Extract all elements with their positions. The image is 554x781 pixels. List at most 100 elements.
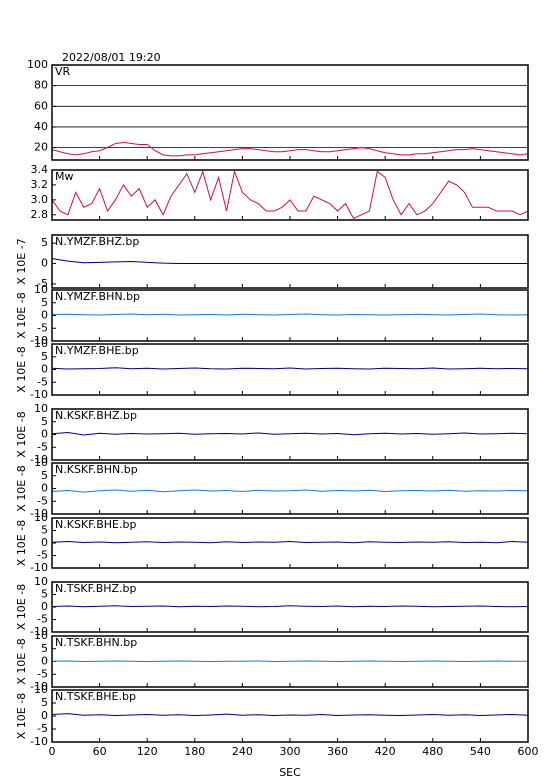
y-tick-label: -10 bbox=[30, 388, 48, 401]
y-tick-label: 10 bbox=[34, 402, 48, 415]
panel-frame bbox=[51, 289, 529, 342]
y-tick-label: 60 bbox=[34, 99, 48, 112]
y-tick-label: 0 bbox=[41, 709, 48, 722]
trace-line bbox=[51, 489, 529, 493]
trace-line bbox=[51, 367, 529, 370]
y-tick-label: 3.0 bbox=[31, 193, 49, 206]
trace-line bbox=[51, 713, 529, 716]
y-tick-label: 0 bbox=[41, 482, 48, 495]
trace-label: N.TSKF.BHN.bp bbox=[55, 636, 137, 649]
y-tick-label: 5 bbox=[41, 588, 48, 601]
y-tick-label: 5 bbox=[41, 696, 48, 709]
y-tick-label: -10 bbox=[30, 625, 48, 638]
y-tick-label: 0 bbox=[41, 428, 48, 441]
panel-frame bbox=[51, 64, 529, 161]
trace-label: N.YMZF.BHE.bp bbox=[55, 344, 139, 357]
x-tick-label: 180 bbox=[184, 745, 205, 758]
x-tick-label: 60 bbox=[93, 745, 107, 758]
x-tick-label: 540 bbox=[470, 745, 491, 758]
y-tick-label: -10 bbox=[30, 680, 48, 693]
y-tick-label: -10 bbox=[30, 735, 48, 748]
panel-frame bbox=[51, 517, 529, 569]
y-tick-label: 5 bbox=[41, 350, 48, 363]
y-axis-label: X 10E -8 bbox=[15, 465, 28, 511]
y-tick-label: -10 bbox=[30, 561, 48, 574]
y-tick-label: -5 bbox=[37, 277, 48, 290]
y-tick-label: 0 bbox=[41, 309, 48, 322]
y-tick-label: -5 bbox=[37, 667, 48, 680]
panel-frame bbox=[51, 169, 529, 221]
y-tick-label: 5 bbox=[41, 236, 48, 249]
y-axis-label: X 10E -8 bbox=[15, 584, 28, 630]
trace-line bbox=[51, 605, 529, 608]
x-tick-label: 600 bbox=[518, 745, 539, 758]
y-tick-label: -10 bbox=[30, 334, 48, 347]
y-tick-label: 10 bbox=[34, 683, 48, 696]
y-axis-label: X 10E -8 bbox=[15, 638, 28, 684]
y-tick-label: -5 bbox=[37, 613, 48, 626]
panel-frame bbox=[51, 635, 529, 688]
trace-line bbox=[51, 141, 529, 157]
trace-line bbox=[51, 431, 529, 436]
trace-line bbox=[51, 540, 529, 544]
trace-label: N.KSKF.BHE.bp bbox=[55, 518, 136, 531]
x-tick-label: 480 bbox=[422, 745, 443, 758]
y-tick-label: 10 bbox=[34, 456, 48, 469]
y-tick-label: 5 bbox=[41, 642, 48, 655]
panel-frame bbox=[51, 343, 529, 396]
y-tick-label: 0 bbox=[41, 600, 48, 613]
x-tick-label: 300 bbox=[280, 745, 301, 758]
trace-line bbox=[51, 660, 528, 663]
y-tick-label: 0 bbox=[41, 536, 48, 549]
trace-line bbox=[51, 313, 529, 316]
y-tick-label: -10 bbox=[30, 507, 48, 520]
y-tick-label: -5 bbox=[37, 440, 48, 453]
y-axis-label: X 10E -8 bbox=[15, 693, 28, 739]
y-axis-label: X 10E -8 bbox=[15, 346, 28, 392]
y-tick-label: -5 bbox=[37, 321, 48, 334]
y-tick-label: 3.2 bbox=[31, 178, 49, 191]
y-tick-label: 3.4 bbox=[31, 163, 49, 176]
y-tick-label: 0 bbox=[41, 363, 48, 376]
y-tick-label: 80 bbox=[34, 79, 48, 92]
panel-frame bbox=[51, 462, 529, 515]
y-tick-label: -5 bbox=[37, 494, 48, 507]
y-tick-label: 10 bbox=[34, 511, 48, 524]
y-tick-label: -5 bbox=[37, 375, 48, 388]
y-tick-label: 2.8 bbox=[31, 208, 49, 221]
y-tick-label: 5 bbox=[41, 296, 48, 309]
y-tick-label: 100 bbox=[27, 58, 48, 71]
y-axis-label: X 10E -8 bbox=[15, 520, 28, 566]
y-axis-label: X 10E -7 bbox=[15, 238, 28, 284]
y-tick-label: -10 bbox=[30, 453, 48, 466]
panel-frame bbox=[51, 234, 529, 289]
y-axis-label: X 10E -8 bbox=[15, 411, 28, 457]
y-axis-label: X 10E -8 bbox=[15, 292, 28, 338]
x-tick-label: 240 bbox=[232, 745, 253, 758]
x-tick-label: 420 bbox=[375, 745, 396, 758]
trace-label: N.YMZF.BHN.bp bbox=[55, 290, 140, 303]
y-tick-label: 10 bbox=[34, 629, 48, 642]
y-tick-label: 10 bbox=[34, 575, 48, 588]
y-tick-label: 10 bbox=[34, 337, 48, 350]
y-tick-label: 0 bbox=[41, 655, 48, 668]
y-tick-label: -5 bbox=[37, 549, 48, 562]
panel-frame bbox=[51, 408, 529, 461]
y-tick-label: 10 bbox=[34, 283, 48, 296]
trace-label: N.TSKF.BHE.bp bbox=[55, 690, 136, 703]
x-axis-label: SEC bbox=[279, 766, 301, 779]
trace-label: N.KSKF.BHZ.bp bbox=[55, 409, 137, 422]
panel-frame bbox=[51, 689, 529, 743]
trace-label: N.KSKF.BHN.bp bbox=[55, 463, 138, 476]
y-tick-label: 20 bbox=[34, 141, 48, 154]
trace-label: N.TSKF.BHZ.bp bbox=[55, 582, 137, 595]
x-tick-label: 0 bbox=[49, 745, 56, 758]
y-tick-label: 0 bbox=[41, 257, 48, 270]
trace-label: VR bbox=[55, 65, 71, 78]
trace-label: Mw bbox=[55, 170, 74, 183]
y-tick-label: 5 bbox=[41, 469, 48, 482]
panel-frame bbox=[51, 581, 529, 633]
y-tick-label: -5 bbox=[37, 722, 48, 735]
trace-line bbox=[51, 258, 528, 265]
